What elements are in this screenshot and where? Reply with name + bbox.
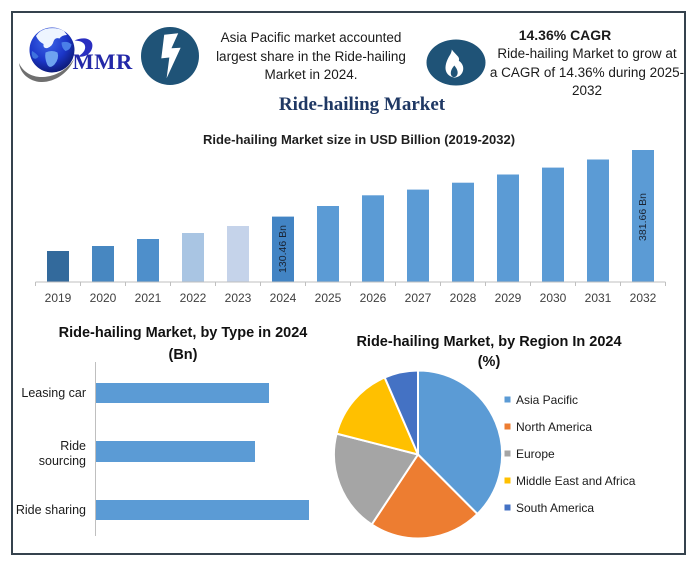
svg-text:North America: North America [516, 420, 592, 434]
svg-text:Europe: Europe [516, 447, 555, 461]
svg-text:2027: 2027 [405, 291, 432, 305]
svg-text:2032: 2032 [630, 291, 657, 305]
svg-text:2031: 2031 [585, 291, 612, 305]
svg-text:2030: 2030 [540, 291, 567, 305]
svg-text:2025: 2025 [315, 291, 342, 305]
svg-text:Ride sharing: Ride sharing [16, 503, 86, 517]
svg-text:2020: 2020 [90, 291, 117, 305]
svg-text:Leasing car: Leasing car [21, 386, 86, 400]
svg-text:sourcing: sourcing [39, 454, 86, 468]
svg-text:2023: 2023 [225, 291, 252, 305]
svg-text:2019: 2019 [45, 291, 72, 305]
svg-text:Asia Pacific: Asia Pacific [516, 393, 578, 407]
svg-text:Middle East and Africa: Middle East and Africa [516, 474, 636, 488]
svg-text:2024: 2024 [270, 291, 297, 305]
svg-text:130.46 Bn: 130.46 Bn [277, 225, 289, 273]
svg-text:381.66 Bn: 381.66 Bn [637, 193, 649, 241]
svg-text:2028: 2028 [450, 291, 477, 305]
svg-text:2026: 2026 [360, 291, 387, 305]
svg-text:2029: 2029 [495, 291, 522, 305]
svg-text:2022: 2022 [180, 291, 207, 305]
svg-text:Ride: Ride [60, 439, 86, 453]
svg-text:2021: 2021 [135, 291, 162, 305]
svg-text:South America: South America [516, 501, 594, 515]
